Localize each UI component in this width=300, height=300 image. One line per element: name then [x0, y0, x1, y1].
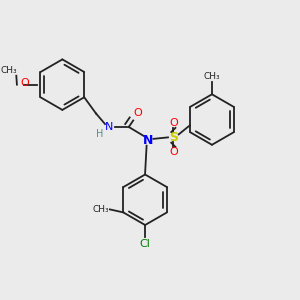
- Text: H: H: [96, 128, 104, 139]
- Text: O: O: [133, 108, 142, 118]
- Text: N: N: [143, 134, 153, 147]
- Text: O: O: [20, 78, 29, 88]
- Text: Cl: Cl: [140, 239, 151, 249]
- Text: S: S: [169, 131, 178, 144]
- Text: N: N: [105, 122, 114, 132]
- Text: O: O: [169, 118, 178, 128]
- Text: CH₃: CH₃: [204, 72, 220, 81]
- Text: CH₃: CH₃: [93, 205, 109, 214]
- Text: O: O: [169, 147, 178, 157]
- Text: CH₃: CH₃: [1, 66, 17, 75]
